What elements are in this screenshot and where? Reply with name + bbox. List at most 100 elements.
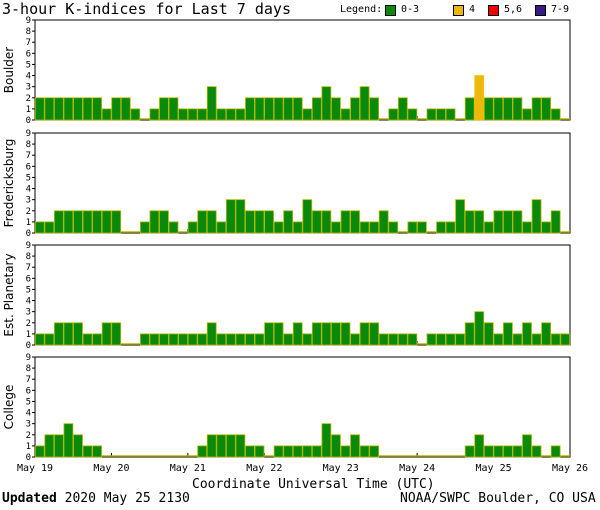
k-bar xyxy=(397,333,408,346)
k-bar xyxy=(264,97,274,121)
k-bar xyxy=(436,221,446,234)
y-tick-label: 7 xyxy=(26,151,31,161)
y-tick-label: 3 xyxy=(26,308,31,318)
k-bar xyxy=(541,97,551,121)
k-bar xyxy=(331,434,341,458)
x-tick-label: May 20 xyxy=(93,463,129,474)
legend-label: Legend: xyxy=(340,4,383,15)
k-bar xyxy=(273,97,284,121)
k-bar xyxy=(531,333,542,346)
k-bar xyxy=(474,434,485,458)
k-bar xyxy=(34,97,45,121)
k-bar xyxy=(426,333,437,346)
k-bar xyxy=(245,333,255,346)
k-bar xyxy=(493,210,504,234)
k-bar xyxy=(216,108,227,121)
x-tick-label: May 26 xyxy=(552,463,588,474)
panel-label: Est. Planetary xyxy=(2,253,16,336)
k-bar xyxy=(493,97,504,121)
k-bar xyxy=(512,97,523,121)
k-bar xyxy=(187,108,198,121)
k-bar xyxy=(512,445,523,458)
y-tick-label: 5 xyxy=(26,60,31,70)
k-bar xyxy=(483,221,494,234)
k-bar xyxy=(474,311,485,346)
k-bar xyxy=(359,86,370,121)
k-bar xyxy=(159,333,169,346)
y-tick-label: 6 xyxy=(26,49,31,59)
k-bar xyxy=(120,97,131,121)
k-bar xyxy=(397,97,408,121)
k-bar xyxy=(407,333,418,346)
y-tick-label: 6 xyxy=(26,162,31,172)
k-bar xyxy=(359,322,370,346)
k-bar xyxy=(73,210,83,234)
k-bar xyxy=(216,333,227,346)
y-tick-label: 9 xyxy=(26,16,31,26)
k-bar xyxy=(235,434,246,458)
k-bar xyxy=(331,97,341,121)
k-bar xyxy=(417,221,427,234)
k-bar xyxy=(101,322,112,346)
y-tick-label: 3 xyxy=(26,83,31,93)
k-bar xyxy=(321,86,332,121)
k-bar xyxy=(225,333,236,346)
k-bar xyxy=(63,97,74,121)
k-bar xyxy=(111,97,122,121)
k-bar xyxy=(254,97,265,121)
k-bar xyxy=(254,210,265,234)
y-tick-label: 0 xyxy=(26,341,31,351)
k-bar xyxy=(331,221,341,234)
k-bar xyxy=(92,445,102,458)
k-bar xyxy=(369,221,380,234)
legend-item-7-9: 7-9 xyxy=(551,4,570,15)
chart-title: 3-hour K-indices for Last 7 days xyxy=(2,0,291,18)
k-bar xyxy=(54,97,64,121)
k-bar xyxy=(273,322,284,346)
k-bar xyxy=(522,108,532,121)
k-bar xyxy=(73,97,83,121)
y-tick-label: 8 xyxy=(26,364,31,374)
x-tick-label: May 25 xyxy=(476,463,512,474)
k-bar xyxy=(63,322,74,346)
x-tick-label: May 22 xyxy=(246,463,282,474)
y-tick-label: 8 xyxy=(26,27,31,37)
k-bar xyxy=(359,221,370,234)
k-bar xyxy=(283,445,294,458)
x-tick-label: May 19 xyxy=(17,463,53,474)
k-bar xyxy=(283,97,294,121)
k-bar xyxy=(206,86,217,121)
legend-item-0-3: 0-3 xyxy=(401,4,420,15)
k-bar xyxy=(82,97,93,121)
k-bar xyxy=(378,333,389,346)
k-bar xyxy=(464,445,475,458)
k-bar xyxy=(503,97,513,121)
k-bar xyxy=(168,333,179,346)
y-tick-label: 4 xyxy=(26,72,31,82)
k-bar xyxy=(445,333,456,346)
y-tick-label: 3 xyxy=(26,196,31,206)
k-bar xyxy=(245,210,255,234)
k-bar xyxy=(503,445,513,458)
k-bar xyxy=(340,445,351,458)
k-bar xyxy=(550,108,561,121)
k-bar xyxy=(464,322,475,346)
y-tick-label: 1 xyxy=(26,105,31,115)
k-bar xyxy=(178,108,188,121)
k-bar xyxy=(168,97,179,121)
k-bar xyxy=(550,445,561,458)
y-tick-label: 1 xyxy=(26,218,31,228)
legend-swatch-0-3 xyxy=(385,5,396,16)
k-bar xyxy=(436,108,446,121)
k-bar xyxy=(369,322,380,346)
k-bar xyxy=(44,333,55,346)
k-bar xyxy=(388,221,399,234)
k-bar xyxy=(235,333,246,346)
x-tick-label: May 23 xyxy=(323,463,359,474)
k-bar xyxy=(159,97,169,121)
k-bar xyxy=(378,210,389,234)
k-bar xyxy=(197,108,208,121)
k-bar xyxy=(225,434,236,458)
k-bar xyxy=(350,333,360,346)
k-bar xyxy=(292,221,303,234)
